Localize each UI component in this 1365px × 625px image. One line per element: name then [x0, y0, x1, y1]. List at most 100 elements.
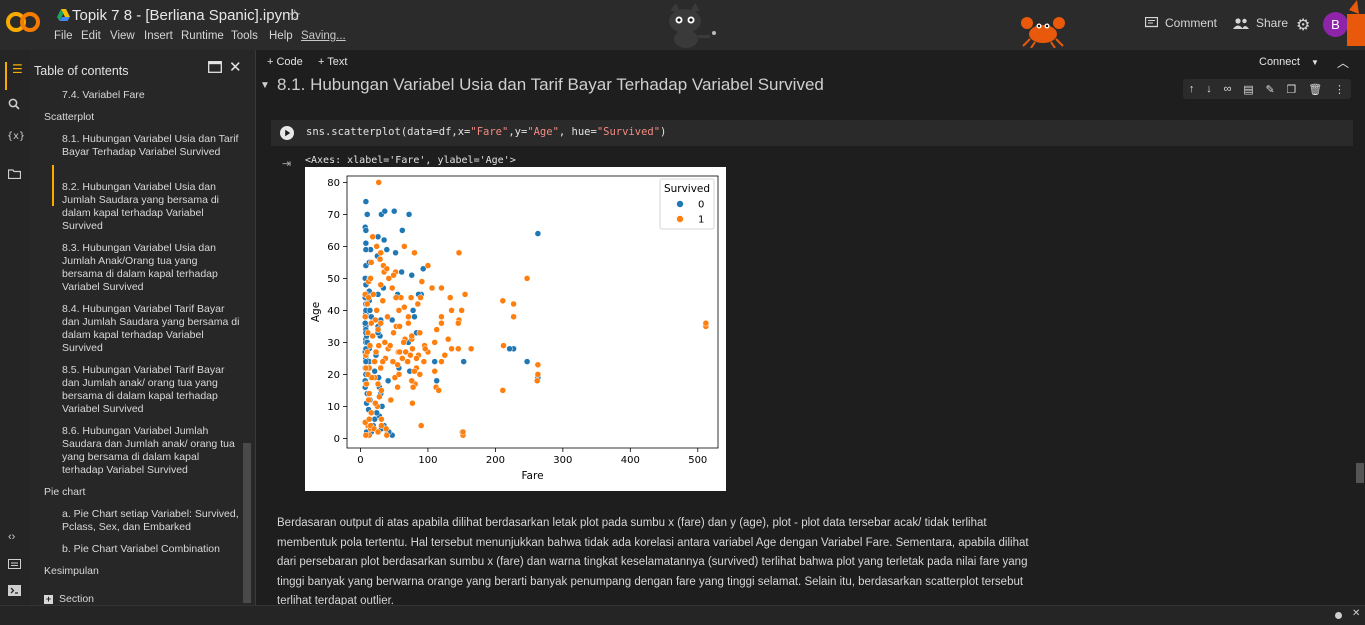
menu-view[interactable]: View — [110, 30, 135, 42]
run-cell-button[interactable] — [280, 126, 294, 140]
scatter-point-survived-1 — [396, 348, 403, 356]
settings-gear-icon[interactable]: ⚙ — [1296, 17, 1311, 34]
scatter-point-survived-1 — [365, 294, 372, 301]
scatter-point-survived-0 — [361, 319, 369, 327]
toc-item[interactable]: Scatterplot — [44, 111, 95, 123]
scatter-point-survived-1 — [407, 294, 415, 301]
move-up-icon[interactable]: ↑ — [1188, 83, 1195, 95]
code-string: "Fare" — [470, 126, 509, 138]
folder-icon[interactable] — [7, 168, 22, 182]
scatter-point-survived-1 — [455, 345, 462, 353]
scatter-point-survived-1 — [533, 377, 541, 385]
scatter-point-survived-0 — [362, 198, 370, 205]
section-collapse-icon[interactable]: ▼ — [260, 80, 270, 91]
toc-item[interactable]: 8.2. Hubungan Variabel Usia dan Jumlah S… — [62, 181, 220, 232]
toc-item[interactable]: 8.4. Hubungan Variabel Tarif Bayar dan J… — [62, 303, 240, 354]
scatter-point-survived-1 — [379, 358, 387, 365]
status-dot-icon — [1335, 612, 1342, 619]
scatter-point-survived-1 — [389, 358, 397, 365]
drive-icon[interactable] — [57, 9, 70, 21]
scatter-point-survived-1 — [399, 355, 406, 362]
scatter-point-survived-1 — [375, 179, 382, 186]
toc-item[interactable]: 8.6. Hubungan Variabel Jumlah Saudara da… — [62, 425, 235, 476]
comment-button[interactable]: Comment — [1145, 16, 1217, 30]
main-scrollbar[interactable] — [1356, 463, 1364, 483]
toc-item[interactable]: 8.3. Hubungan Variabel Usia dan Jumlah A… — [62, 242, 218, 293]
menu-tools[interactable]: Tools — [231, 30, 258, 42]
close-status-icon[interactable]: ✕ — [1352, 608, 1361, 619]
comment-cell-icon[interactable]: ▤ — [1243, 83, 1254, 96]
code-editor[interactable]: sns.scatterplot(data=df,x="Fare",y="Age"… — [306, 126, 666, 138]
menu-runtime[interactable]: Runtime — [181, 30, 224, 42]
move-down-icon[interactable]: ↓ — [1206, 83, 1212, 95]
open-in-tab-icon[interactable] — [208, 61, 222, 76]
scatter-point-survived-1 — [499, 387, 507, 394]
code-token: , hue= — [558, 126, 597, 138]
table-of-contents-panel: Table of contents ✕ 7.4. Variabel Fare S… — [30, 50, 256, 605]
scatter-point-survived-0 — [373, 409, 380, 417]
saving-status[interactable]: Saving... — [301, 30, 346, 42]
notebook-title[interactable]: Topik 7 8 - [Berliana Spanic].ipynb — [72, 7, 299, 24]
scatter-point-survived-1 — [374, 428, 382, 436]
scatter-point-survived-1 — [395, 307, 403, 314]
edit-pencil-icon[interactable]: ✎ — [1265, 83, 1275, 96]
scatter-point-survived-1 — [417, 422, 425, 429]
toc-item[interactable]: 7.4. Variabel Fare — [62, 89, 145, 101]
scatter-point-survived-1 — [431, 367, 438, 375]
toc-item[interactable]: 8.5. Hubungan Variabel Tarif Bayar dan J… — [62, 364, 225, 415]
colab-logo[interactable] — [6, 8, 40, 34]
scatter-point-survived-1 — [417, 294, 424, 301]
scatter-point-survived-1 — [411, 367, 418, 375]
connect-button[interactable]: Connect ▼ — [1259, 56, 1319, 68]
scatter-point-survived-1 — [384, 313, 391, 321]
search-icon[interactable] — [8, 98, 20, 113]
add-icon: + — [44, 594, 53, 604]
scatter-point-survived-0 — [383, 246, 391, 253]
add-code-button[interactable]: + Code — [267, 56, 303, 68]
star-icon[interactable]: ☆ — [288, 7, 302, 24]
scatter-point-survived-1 — [373, 307, 380, 314]
scatter-point-survived-1 — [382, 425, 390, 433]
scatter-point-survived-1 — [408, 332, 416, 340]
user-avatar[interactable]: B — [1323, 12, 1348, 37]
people-icon — [1233, 17, 1249, 29]
toc-rail-button[interactable]: ☰ — [5, 62, 25, 90]
status-bar: ✕ — [0, 605, 1365, 625]
menu-help[interactable]: Help — [269, 30, 293, 42]
code-snippets-icon[interactable]: ‹› — [8, 531, 16, 543]
code-cell[interactable] — [271, 120, 1353, 146]
scatter-point-survived-1 — [401, 243, 408, 250]
delete-icon[interactable]: 🗑 — [1308, 83, 1323, 96]
link-icon[interactable]: ∞ — [1223, 83, 1232, 95]
toc-item[interactable]: Pie chart — [44, 486, 86, 498]
close-icon[interactable]: ✕ — [229, 59, 242, 76]
toc-item[interactable]: Kesimpulan — [44, 565, 99, 577]
toc-item[interactable]: a. Pie Chart setiap Variabel: Survived, … — [62, 508, 239, 533]
scatter-point-survived-1 — [421, 345, 429, 353]
more-options-icon[interactable]: ⋮ — [1334, 83, 1346, 96]
toc-item-active[interactable]: 8.1. Hubungan Variabel Usia dan Tarif Ba… — [62, 133, 239, 158]
scatter-point-survived-1 — [428, 284, 436, 292]
menu-edit[interactable]: Edit — [81, 30, 101, 42]
output-actions-icon[interactable]: ⇥ — [282, 158, 292, 170]
code-token: ) — [660, 126, 667, 138]
toc-item[interactable]: b. Pie Chart Variabel Combination — [62, 543, 220, 555]
terminal-icon[interactable] — [8, 585, 21, 599]
scatter-point-survived-1 — [364, 329, 372, 337]
share-label: Share — [1256, 16, 1289, 30]
sidebar-scrollbar[interactable] — [243, 443, 251, 603]
menu-insert[interactable]: Insert — [144, 30, 173, 42]
scatter-point-survived-1 — [523, 275, 531, 282]
command-palette-icon[interactable] — [8, 558, 21, 572]
scatter-point-survived-1 — [416, 329, 424, 337]
share-button[interactable]: Share — [1233, 16, 1288, 30]
mirror-cell-icon[interactable]: ❐ — [1286, 83, 1297, 96]
collapse-header-icon[interactable]: ︿ — [1337, 56, 1350, 70]
scatter-point-survived-1 — [366, 390, 373, 397]
add-section-button[interactable]: + Section — [44, 593, 94, 605]
scatter-point-survived-1 — [446, 294, 454, 301]
variables-icon[interactable]: {x} — [7, 131, 26, 142]
menu-file[interactable]: File — [54, 30, 73, 42]
add-text-button[interactable]: + Text — [318, 56, 348, 68]
fox-mascot-icon — [1347, 0, 1365, 46]
